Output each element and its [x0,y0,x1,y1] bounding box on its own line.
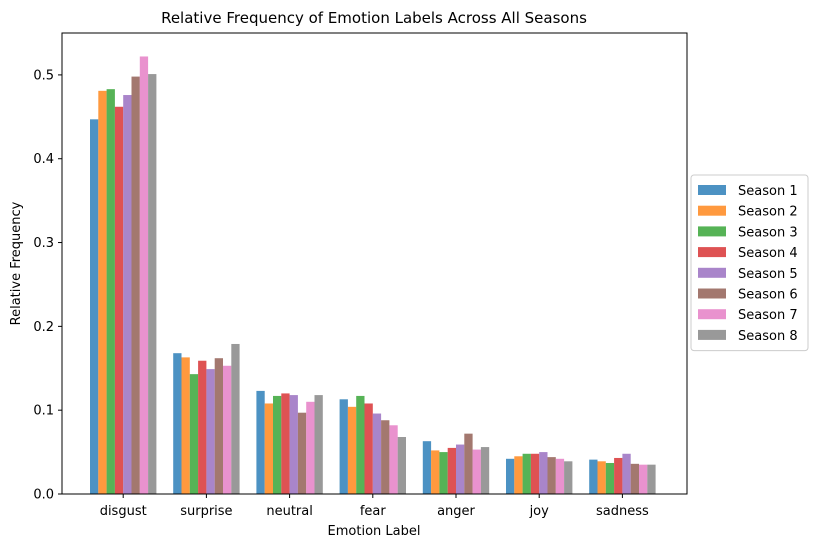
y-axis: 0.0 0.1 0.2 0.3 0.4 0.5 [33,68,62,503]
bar-anger-season-2 [431,450,440,494]
bar-surprise-season-8 [231,343,240,494]
legend-swatch-season-8 [698,329,726,340]
bar-fear-season-8 [397,437,406,494]
legend-swatch-season-3 [698,226,726,237]
x-tick-label-anger: anger [437,504,475,519]
bar-anger-season-7 [472,449,481,494]
bars-layer [90,56,656,494]
legend: Season 1 Season 2 Season 3 Season 4 Season 5… [690,174,809,352]
bar-fear-season-1 [339,399,348,494]
bar-joy-season-3 [522,453,531,494]
bar-neutral-season-2 [264,403,273,494]
legend-label-season-5: Season 5 [738,267,798,282]
bar-sadness-season-7 [639,464,648,494]
bar-surprise-season-6 [214,358,223,494]
bar-surprise-season-3 [189,374,199,494]
bar-surprise-season-1 [173,353,182,494]
bar-neutral-season-7 [306,401,315,494]
bar-fear-season-3 [356,395,365,494]
legend-label-season-7: Season 7 [738,308,798,323]
legend-swatch-season-2 [698,205,726,216]
chart-title: Relative Frequency of Emotion Labels Acr… [161,9,587,27]
bar-sadness-season-3 [605,462,615,494]
bar-anger-season-4 [447,447,456,494]
y-tick-label: 0.4 [33,152,54,167]
bar-disgust-season-8 [148,74,157,494]
bar-sadness-season-2 [597,461,606,494]
bar-disgust-season-7 [139,56,149,494]
bar-anger-season-5 [456,444,465,494]
bar-joy-season-8 [564,461,573,494]
bar-anger-season-1 [422,441,432,494]
y-tick-label: 0.1 [33,404,54,419]
bar-surprise-season-4 [198,360,207,494]
x-tick-label-disgust: disgust [100,504,147,519]
legend-label-season-6: Season 6 [738,288,798,303]
bar-disgust-season-6 [131,76,140,494]
bar-sadness-season-4 [614,457,623,494]
bar-neutral-season-8 [314,395,323,494]
y-tick-label: 0.0 [33,488,54,503]
bar-fear-season-6 [381,420,390,494]
plot-area-frame [61,32,688,495]
bar-joy-season-1 [506,458,515,494]
legend-label-season-4: Season 4 [738,246,798,261]
y-axis-label: Relative Frequency [9,201,24,325]
legend-label-season-3: Season 3 [738,225,798,240]
legend-label-season-1: Season 1 [738,184,798,199]
legend-label-season-2: Season 2 [738,205,798,220]
bar-anger-season-8 [480,447,490,494]
bar-joy-season-4 [530,453,540,494]
legend-swatch-season-5 [698,267,726,278]
x-tick-label-joy: joy [529,504,550,519]
bar-disgust-season-3 [106,89,115,494]
bar-neutral-season-6 [297,412,307,494]
bar-disgust-season-1 [90,119,99,494]
x-axis-label: Emotion Label [328,524,421,539]
bar-joy-season-2 [514,456,523,494]
bar-fear-season-7 [389,425,398,494]
bar-neutral-season-5 [289,395,298,494]
bar-joy-season-7 [555,458,565,494]
bar-fear-season-2 [347,406,357,494]
bar-sadness-season-1 [589,459,598,494]
x-tick-label-neutral: neutral [266,504,313,519]
x-axis: disgust surprise neutral fear anger joy sadnes… [100,494,649,519]
x-tick-label-fear: fear [360,504,387,519]
legend-swatch-season-7 [698,309,726,320]
bar-neutral-season-4 [281,393,290,494]
y-tick-label: 0.5 [33,68,54,83]
bar-sadness-season-5 [622,453,631,494]
x-tick-label-sadness: sadness [596,504,649,519]
legend-label-season-8: Season 8 [738,329,798,344]
bar-joy-season-5 [539,452,548,494]
bar-sadness-season-6 [630,463,639,494]
bar-anger-season-6 [464,433,473,494]
bar-surprise-season-2 [181,357,190,494]
legend-swatch-season-1 [698,185,726,195]
bar-disgust-season-2 [98,90,107,494]
bar-fear-season-4 [364,403,373,494]
y-tick-label: 0.2 [33,320,54,335]
bar-disgust-season-5 [123,95,132,494]
legend-swatch-season-4 [698,247,726,258]
legend-swatch-season-6 [698,288,726,299]
legend-box [690,174,809,352]
x-tick-label-surprise: surprise [180,504,232,519]
bar-sadness-season-8 [647,464,656,494]
bar-surprise-season-7 [223,365,232,494]
y-tick-label: 0.3 [33,236,54,251]
bar-surprise-season-5 [206,369,215,494]
bar-joy-season-6 [547,457,556,494]
bar-neutral-season-3 [273,395,282,494]
bar-neutral-season-1 [256,390,265,494]
bar-disgust-season-4 [114,106,124,494]
bar-anger-season-3 [439,452,448,494]
bar-fear-season-5 [372,413,382,494]
